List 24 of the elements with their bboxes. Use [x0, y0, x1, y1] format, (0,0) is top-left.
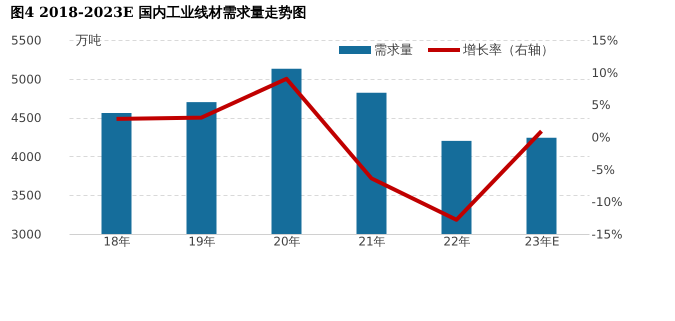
- y2-tick-label: 10%: [592, 66, 618, 80]
- y-tick-label: 5000: [10, 72, 42, 86]
- y2-tick-label: -15%: [592, 228, 623, 242]
- y2-tick-label: -10%: [592, 195, 623, 210]
- y-tick-label: 3000: [10, 228, 42, 242]
- x-tick-label: 21年: [358, 234, 386, 248]
- y-tick-label: 4000: [10, 150, 42, 164]
- y-tick-label: 3500: [10, 188, 42, 203]
- y2-tick-label: 5%: [592, 98, 611, 112]
- legend-label: 增长率（右轴）: [462, 42, 554, 58]
- chart-title: 图4 2018-2023E 国内工业线材需求量走势图: [10, 5, 306, 21]
- y-tick-label: 4500: [10, 111, 42, 126]
- y2-tick-label: 0%: [592, 130, 611, 144]
- y2-tick-label: -5%: [592, 162, 615, 177]
- x-tick-label: 19年: [188, 234, 216, 248]
- x-tick-label: 20年: [273, 234, 301, 248]
- y2-tick-label: 15%: [592, 34, 618, 48]
- legend-label: 需求量: [374, 43, 413, 58]
- line-series: [114, 76, 544, 222]
- x-tick-label: 22年: [443, 234, 471, 248]
- x-tick-label: 23年E: [524, 234, 560, 248]
- y-tick-label: 5500: [10, 34, 42, 48]
- x-tick-label: 18年: [103, 234, 131, 248]
- y-axis-title: 万吨: [76, 34, 102, 48]
